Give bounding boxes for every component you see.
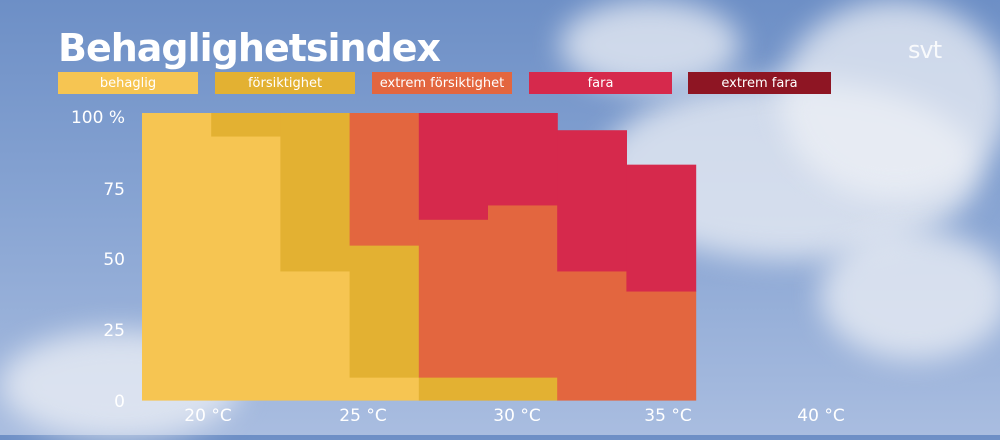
svt-logo: svt bbox=[908, 36, 942, 64]
legend-label: försiktighet bbox=[247, 75, 323, 91]
legend-forsiktighet: försiktighet bbox=[215, 72, 355, 94]
area-step-1-2 bbox=[280, 113, 351, 272]
legend-label: fara bbox=[587, 75, 614, 91]
area-step-1-3 bbox=[349, 245, 420, 378]
legend-label: extrem försiktighet bbox=[379, 75, 505, 91]
area-step-1-5 bbox=[488, 377, 558, 401]
x-tick-label: 20 °C bbox=[184, 406, 232, 426]
area-step-2-3 bbox=[349, 113, 420, 246]
y-tick-label: 0 bbox=[114, 392, 125, 412]
y-tick-label: 25 bbox=[103, 321, 125, 341]
area-step-2-6 bbox=[557, 270, 627, 401]
area-step-0-1 bbox=[211, 135, 281, 401]
legend-label: behaglig bbox=[99, 75, 157, 91]
area-step-3-5 bbox=[488, 113, 558, 206]
y-tick-label: 50 bbox=[103, 250, 125, 270]
x-tick-label: 30 °C bbox=[493, 406, 541, 426]
area-step-0-2 bbox=[280, 270, 351, 401]
legend-behaglig: behaglig bbox=[58, 72, 198, 94]
chart-title: Behaglighetsindex bbox=[58, 26, 441, 70]
y-tick-label: 100 % bbox=[70, 108, 125, 128]
area-step-2-4 bbox=[418, 219, 489, 378]
x-tick-label: 40 °C bbox=[797, 406, 845, 426]
area-step-0-3 bbox=[349, 377, 420, 401]
x-tick-label: 25 °C bbox=[339, 406, 387, 426]
area-step-1-1 bbox=[211, 113, 281, 137]
area-step-1-4 bbox=[418, 377, 489, 401]
area-step-0-0 bbox=[142, 113, 212, 401]
legend-extrem-forsiktighet: extrem försiktighet bbox=[372, 72, 512, 94]
cloud-shape bbox=[780, 0, 1000, 200]
y-tick-label: 75 bbox=[103, 180, 125, 200]
area-step-2-7 bbox=[626, 290, 697, 401]
legend-extrem-fara: extrem fara bbox=[688, 72, 831, 94]
legend-label: extrem fara bbox=[721, 75, 798, 91]
area-step-2-5 bbox=[488, 204, 558, 378]
area-step-3-7 bbox=[626, 164, 697, 292]
cloud-shape bbox=[820, 230, 1000, 360]
area-step-3-4 bbox=[418, 113, 489, 220]
x-tick-label: 35 °C bbox=[644, 406, 692, 426]
legend-fara: fara bbox=[529, 72, 672, 94]
area-step-3-6 bbox=[557, 130, 627, 272]
